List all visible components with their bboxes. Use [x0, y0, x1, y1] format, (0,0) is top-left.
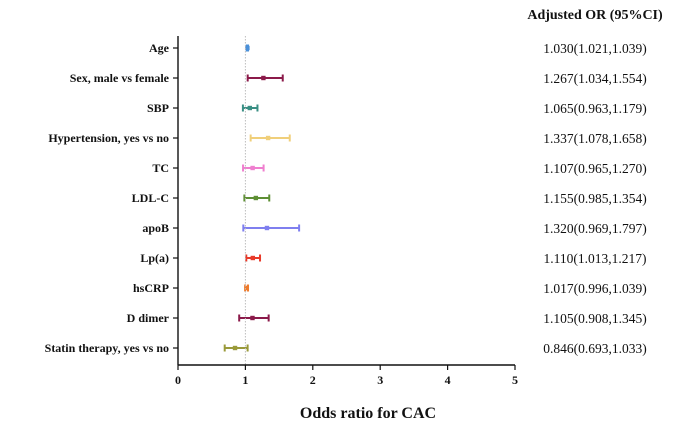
- row-label: TC: [152, 161, 169, 175]
- point-estimate: [250, 165, 255, 171]
- point-estimate: [253, 195, 259, 201]
- forest-row: Age 1.030(1.021,1.039): [149, 41, 647, 56]
- point-estimate: [261, 75, 266, 81]
- row-label: Sex, male vs female: [70, 71, 170, 85]
- point-estimate: [232, 345, 238, 351]
- point-estimate: [245, 45, 250, 51]
- point-estimate: [247, 105, 252, 111]
- point-estimate: [264, 225, 270, 231]
- row-label: Age: [149, 41, 170, 55]
- forest-row: LDL-C 1.155(0.985,1.354): [132, 191, 647, 206]
- x-tick-label: 4: [445, 373, 451, 387]
- row-label: Statin therapy, yes vs no: [45, 341, 169, 355]
- x-tick-label: 3: [377, 373, 383, 387]
- or-column-header: Adjusted OR (95%CI): [527, 8, 663, 23]
- row-label: apoB: [142, 221, 169, 235]
- or-value: 1.110(1.013,1.217): [544, 251, 647, 266]
- forest-row: TC 1.107(0.965,1.270): [152, 161, 646, 176]
- forest-row: Hypertension, yes vs no 1.337(1.078,1.658…: [48, 131, 646, 146]
- row-label: LDL-C: [132, 191, 169, 205]
- point-estimate: [244, 285, 249, 291]
- point-estimate: [250, 315, 255, 321]
- or-value: 1.105(0.908,1.345): [543, 311, 647, 326]
- or-value: 1.155(0.985,1.354): [543, 191, 647, 206]
- forest-row: Statin therapy, yes vs no 0.846(0.693,1.0…: [45, 341, 647, 356]
- forest-row: apoB 1.320(0.969,1.797): [142, 221, 646, 236]
- x-tick-label: 1: [242, 373, 248, 387]
- or-value: 1.030(1.021,1.039): [543, 41, 647, 56]
- forest-row: D dimer 1.105(0.908,1.345): [127, 311, 647, 326]
- or-value: 1.065(0.963,1.179): [543, 101, 647, 116]
- or-value: 1.267(1.034,1.554): [543, 71, 647, 86]
- x-axis: 0 1 2 3 4 5: [175, 36, 518, 387]
- forest-rows: Age 1.030(1.021,1.039) Sex, male vs female…: [45, 41, 647, 356]
- or-value: 1.107(0.965,1.270): [543, 161, 647, 176]
- or-value: 1.337(1.078,1.658): [543, 131, 647, 146]
- or-value: 1.017(0.996,1.039): [543, 281, 647, 296]
- or-value: 1.320(0.969,1.797): [543, 221, 647, 236]
- x-tick-label: 5: [512, 373, 518, 387]
- point-estimate: [265, 135, 271, 141]
- or-value: 0.846(0.693,1.033): [543, 341, 647, 356]
- row-label: D dimer: [127, 311, 170, 325]
- forest-row: SBP 1.065(0.963,1.179): [147, 101, 647, 116]
- forest-row: hsCRP 1.017(0.996,1.039): [133, 281, 647, 296]
- x-axis-label: Odds ratio for CAC: [300, 405, 436, 422]
- point-estimate: [250, 255, 256, 261]
- x-tick-label: 0: [175, 373, 181, 387]
- row-label: hsCRP: [133, 281, 169, 295]
- row-label: SBP: [147, 101, 169, 115]
- forest-row: Sex, male vs female 1.267(1.034,1.554): [70, 71, 647, 86]
- x-tick-label: 2: [310, 373, 316, 387]
- row-label: Lp(a): [140, 251, 169, 265]
- forest-row: Lp(a) 1.110(1.013,1.217): [140, 251, 646, 266]
- row-label: Hypertension, yes vs no: [48, 131, 169, 145]
